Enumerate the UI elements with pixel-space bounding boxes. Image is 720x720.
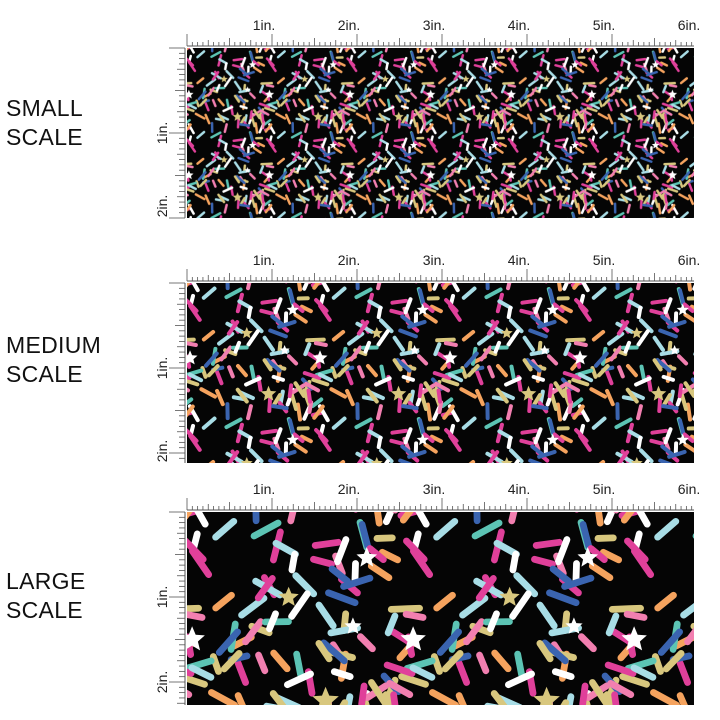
ruler-label: 3in. xyxy=(423,17,446,33)
ruler-label: 2in. xyxy=(154,671,170,694)
small-scale-panel: 1in. 2in. 3in. 4in. 5in. 6in. 1in. 2in. SMALL S… xyxy=(0,0,720,235)
medium-scale-label: MEDIUM SCALE xyxy=(6,331,101,389)
ruler-label: 2in. xyxy=(154,195,170,218)
fabric-pattern xyxy=(187,48,694,218)
ruler-label: 5in. xyxy=(593,481,616,497)
ruler-label: 4in. xyxy=(508,481,531,497)
ruler-label: 1in. xyxy=(154,122,170,145)
label-line: MEDIUM xyxy=(6,332,102,358)
ruler-label: 1in. xyxy=(253,481,276,497)
ruler-label: 2in. xyxy=(338,252,361,268)
vertical-ruler: 1in. 2in. xyxy=(154,511,186,705)
label-line: SCALE xyxy=(6,361,83,387)
ruler-label: 2in. xyxy=(338,17,361,33)
horizontal-ruler: 1in. 2in. 3in. 4in. 5in. 6in. xyxy=(186,252,701,282)
ruler-label: 5in. xyxy=(593,252,616,268)
fabric-pattern xyxy=(187,283,694,463)
large-scale-panel: 1in. 2in. 3in. 4in. 5in. 6in. 1in. 2in. LARGE S… xyxy=(0,465,720,720)
small-scale-swatch: 1in. 2in. 3in. 4in. 5in. 6in. 1in. 2in. xyxy=(154,17,701,219)
ruler-label: 5in. xyxy=(593,17,616,33)
ruler-label: 2in. xyxy=(338,481,361,497)
medium-scale-panel: 1in. 2in. 3in. 4in. 5in. 6in. 1in. 2in. MEDIUM … xyxy=(0,235,720,475)
vertical-ruler: 1in. 2in. xyxy=(154,282,186,463)
vertical-ruler: 1in. 2in. xyxy=(154,47,186,219)
label-line: LARGE xyxy=(6,568,86,594)
ruler-label: 4in. xyxy=(508,252,531,268)
ruler-label: 1in. xyxy=(253,17,276,33)
ruler-label: 1in. xyxy=(154,586,170,609)
large-scale-label: LARGE SCALE xyxy=(6,567,85,625)
label-line: SCALE xyxy=(6,597,83,623)
ruler-label: 4in. xyxy=(508,17,531,33)
ruler-label: 1in. xyxy=(253,252,276,268)
small-scale-label: SMALL SCALE xyxy=(6,94,83,152)
label-line: SMALL xyxy=(6,95,83,121)
medium-scale-swatch: 1in. 2in. 3in. 4in. 5in. 6in. 1in. 2in. xyxy=(154,252,701,463)
ruler-label: 1in. xyxy=(154,357,170,380)
ruler-label: 6in. xyxy=(678,252,701,268)
ruler-label: 6in. xyxy=(678,481,701,497)
horizontal-ruler: 1in. 2in. 3in. 4in. 5in. 6in. xyxy=(186,481,701,511)
fabric-pattern xyxy=(187,512,694,705)
ruler-label: 2in. xyxy=(154,440,170,463)
large-scale-swatch: 1in. 2in. 3in. 4in. 5in. 6in. 1in. 2in. xyxy=(154,481,701,705)
ruler-label: 3in. xyxy=(423,481,446,497)
ruler-label: 6in. xyxy=(678,17,701,33)
horizontal-ruler: 1in. 2in. 3in. 4in. 5in. 6in. xyxy=(186,17,701,47)
label-line: SCALE xyxy=(6,124,83,150)
ruler-label: 3in. xyxy=(423,252,446,268)
